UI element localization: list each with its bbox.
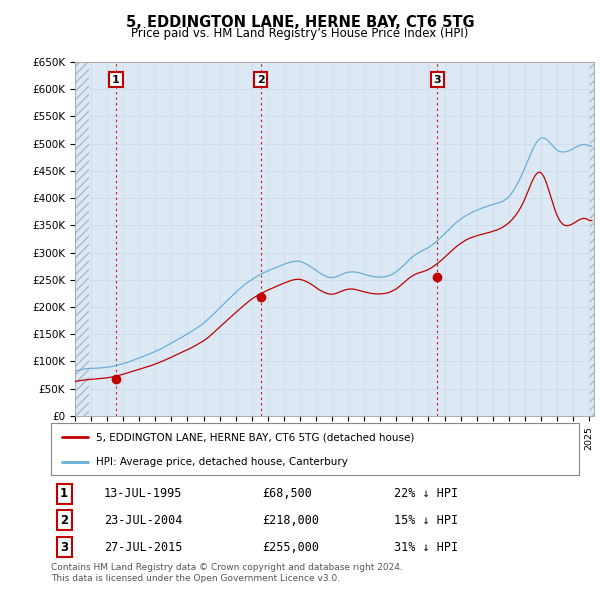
Bar [590,62,595,416]
Text: 5, EDDINGTON LANE, HERNE BAY, CT6 5TG: 5, EDDINGTON LANE, HERNE BAY, CT6 5TG [125,15,475,30]
Text: 1: 1 [112,75,120,84]
Text: Price paid vs. HM Land Registry’s House Price Index (HPI): Price paid vs. HM Land Registry’s House … [131,27,469,40]
Text: HPI: Average price, detached house, Canterbury: HPI: Average price, detached house, Cant… [96,457,348,467]
Text: 31% ↓ HPI: 31% ↓ HPI [394,540,458,553]
Text: 1: 1 [60,487,68,500]
Text: £255,000: £255,000 [262,540,319,553]
Text: 3: 3 [434,75,441,84]
Text: 22% ↓ HPI: 22% ↓ HPI [394,487,458,500]
Text: £68,500: £68,500 [262,487,312,500]
Text: 2: 2 [257,75,265,84]
Bar [75,62,89,416]
Text: Contains HM Land Registry data © Crown copyright and database right 2024.
This d: Contains HM Land Registry data © Crown c… [51,563,403,583]
Text: 5, EDDINGTON LANE, HERNE BAY, CT6 5TG (detached house): 5, EDDINGTON LANE, HERNE BAY, CT6 5TG (d… [96,432,414,442]
Text: 23-JUL-2004: 23-JUL-2004 [104,514,182,527]
Text: 13-JUL-1995: 13-JUL-1995 [104,487,182,500]
Text: 3: 3 [60,540,68,553]
Text: 2: 2 [60,514,68,527]
Text: 15% ↓ HPI: 15% ↓ HPI [394,514,458,527]
Text: £218,000: £218,000 [262,514,319,527]
Text: 27-JUL-2015: 27-JUL-2015 [104,540,182,553]
